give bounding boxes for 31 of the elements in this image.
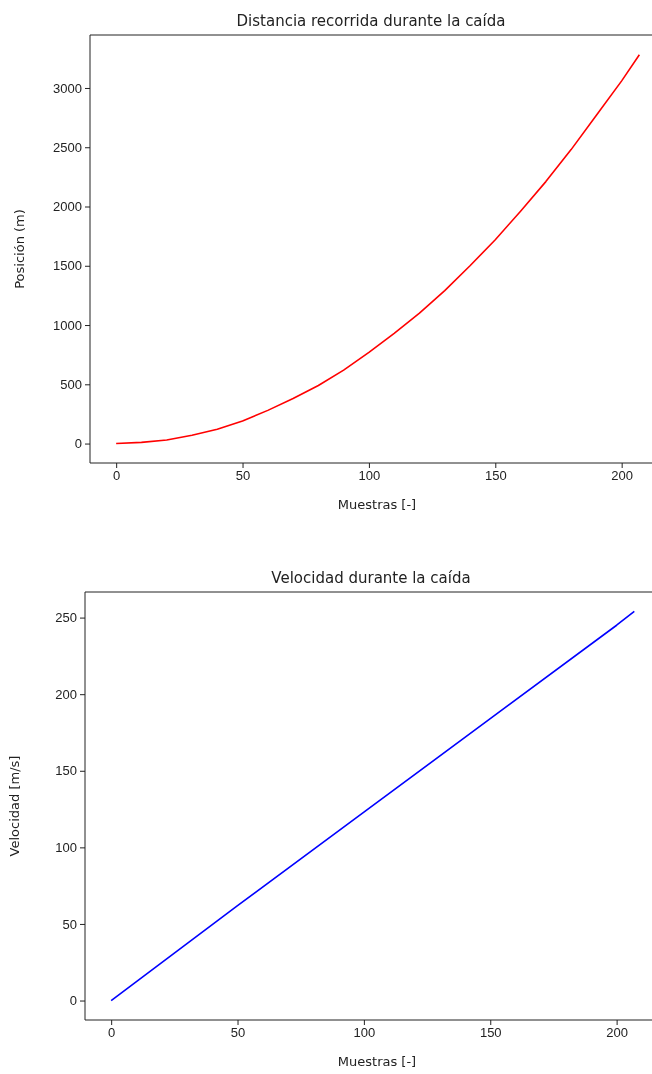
chart-title: Velocidad durante la caída [271,569,471,587]
chart-title: Distancia recorrida durante la caída [236,12,506,30]
x-tick-label: 0 [113,468,121,484]
y-tick-label: 1500 [53,258,82,274]
y-axis-title: Velocidad [m/s] [7,755,22,857]
x-axis-title: Muestras [-] [337,1054,417,1069]
x-tick-label: 200 [606,1025,628,1041]
y-tick-label: 2500 [53,139,82,155]
y-tick-label: 3000 [53,80,82,96]
y-tick-label: 500 [60,376,82,392]
x-tick-label: 100 [353,1025,376,1041]
y-tick-label: 100 [55,840,77,856]
y-tick-label: 0 [74,436,82,452]
line-series [110,610,636,1002]
x-tick-label: 150 [484,468,507,484]
x-tick-label: 150 [479,1025,502,1041]
x-tick-label: 0 [108,1025,116,1041]
y-tick-label: 2000 [53,199,82,215]
y-tick-label: 1000 [53,317,82,333]
y-tick-label: 150 [55,763,77,779]
y-tick-label: 0 [69,993,77,1009]
line-series [115,53,641,445]
x-tick-label: 200 [611,468,634,484]
x-axis-title: Muestras [-] [337,497,417,512]
y-tick-label: 250 [55,610,77,626]
x-tick-label: 50 [230,1025,246,1041]
y-tick-label: 50 [62,916,77,932]
x-tick-label: 50 [235,468,251,484]
y-axis-title: Posición (m) [12,209,27,289]
x-tick-label: 100 [358,468,381,484]
y-tick-label: 200 [55,686,77,702]
